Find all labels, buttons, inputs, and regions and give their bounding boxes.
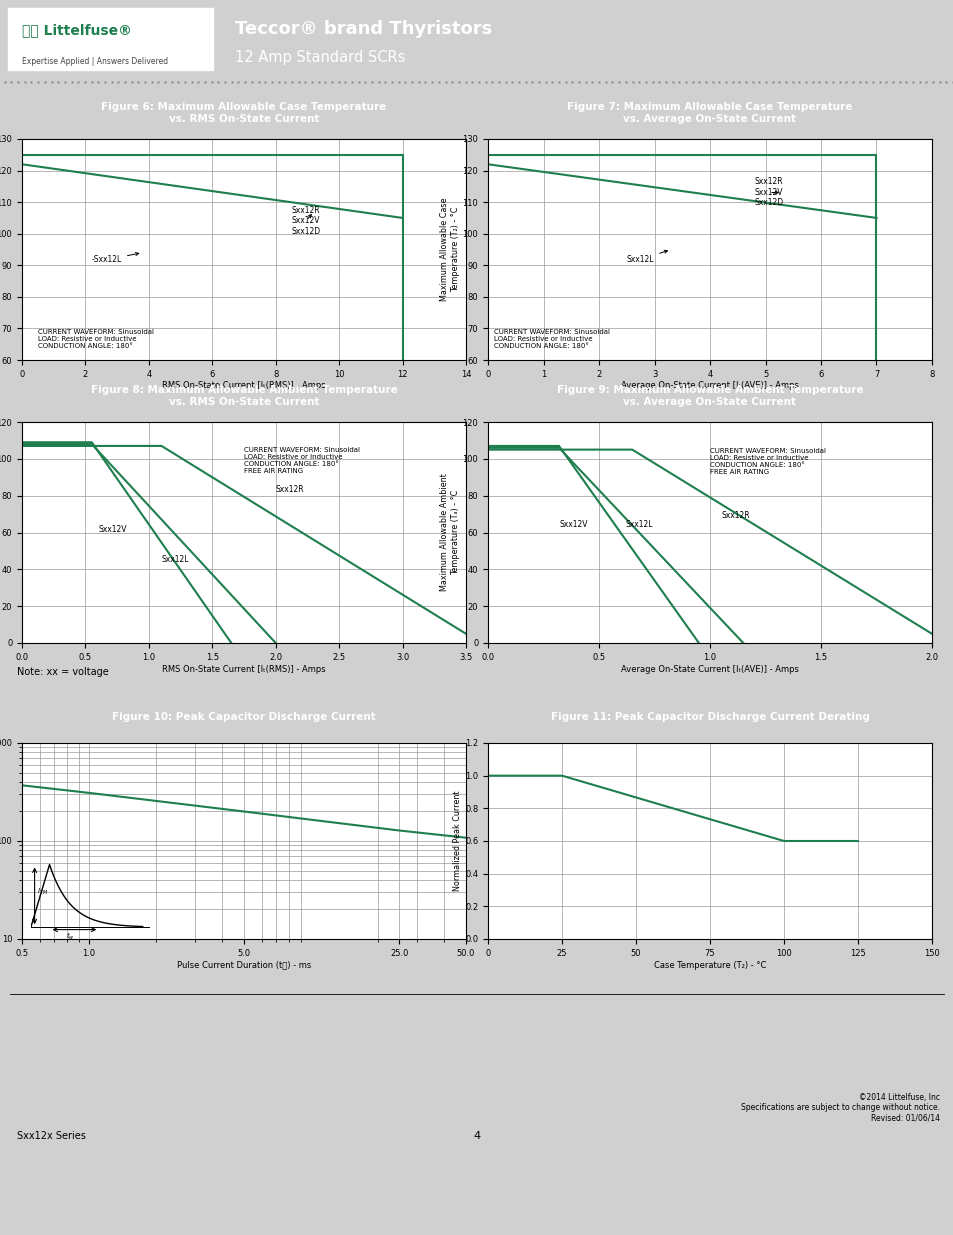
Text: ©2014 Littelfuse, Inc
Specifications are subject to change without notice.
Revis: ©2014 Littelfuse, Inc Specifications are… [740,1093,939,1123]
X-axis label: Pulse Current Duration (tⲟ) - ms: Pulse Current Duration (tⲟ) - ms [176,961,311,969]
Text: -Sxx12L: -Sxx12L [91,252,138,264]
Text: Expertise Applied | Answers Delivered: Expertise Applied | Answers Delivered [22,57,168,65]
Text: Sxx12L: Sxx12L [161,555,189,564]
Text: Sxx12L: Sxx12L [626,251,667,264]
Text: Figure 11: Peak Capacitor Discharge Current Derating: Figure 11: Peak Capacitor Discharge Curr… [550,713,868,722]
Text: Sxx12R: Sxx12R [275,485,304,494]
X-axis label: Average On-State Current [Iₜ(AVE)] - Amps: Average On-State Current [Iₜ(AVE)] - Amp… [620,382,798,390]
Text: Figure 9: Maximum Allowable Ambient Temperature
vs. Average On-State Current: Figure 9: Maximum Allowable Ambient Temp… [557,385,862,406]
Y-axis label: Maximum Allowable Ambient
Temperature (Tₐ) - °C: Maximum Allowable Ambient Temperature (T… [440,474,459,592]
Text: CURRENT WAVEFORM: Sinusoidal
LOAD: Resistive or Inductive
CONDUCTION ANGLE: 180°: CURRENT WAVEFORM: Sinusoidal LOAD: Resis… [709,448,825,475]
Text: Sxx12R
Sxx12V
Sxx12D: Sxx12R Sxx12V Sxx12D [292,206,320,236]
Text: Sxx12R: Sxx12R [720,511,749,520]
Text: Sxx12L: Sxx12L [625,520,653,529]
Text: Sxx12V: Sxx12V [98,526,127,535]
Text: Note: xx = voltage: Note: xx = voltage [17,667,109,677]
X-axis label: RMS On-State Current [Iₜ(RMS)] - Amps: RMS On-State Current [Iₜ(RMS)] - Amps [162,382,326,390]
Text: Sxx12x Series: Sxx12x Series [17,1131,86,1141]
Text: Sxx12V: Sxx12V [558,520,587,529]
Text: ⦿⦿ Littelfuse®: ⦿⦿ Littelfuse® [22,23,132,37]
Text: Figure 6: Maximum Allowable Case Temperature
vs. RMS On-State Current: Figure 6: Maximum Allowable Case Tempera… [101,103,386,124]
Text: CURRENT WAVEFORM: Sinusoidal
LOAD: Resistive or Inductive
CONDUCTION ANGLE: 180°: CURRENT WAVEFORM: Sinusoidal LOAD: Resis… [38,329,153,350]
Text: Figure 10: Peak Capacitor Discharge Current: Figure 10: Peak Capacitor Discharge Curr… [112,713,375,722]
Text: 4: 4 [473,1131,480,1141]
Text: CURRENT WAVEFORM: Sinusoidal
LOAD: Resistive or Inductive
CONDUCTION ANGLE: 180°: CURRENT WAVEFORM: Sinusoidal LOAD: Resis… [493,329,609,350]
X-axis label: RMS On-State Current [Iₜ(RMS)] - Amps: RMS On-State Current [Iₜ(RMS)] - Amps [162,664,326,673]
FancyBboxPatch shape [8,7,213,70]
Text: Sxx12R
Sxx12V
Sxx12D: Sxx12R Sxx12V Sxx12D [754,178,782,207]
Y-axis label: Normalized Peak Current: Normalized Peak Current [453,790,462,892]
X-axis label: Case Temperature (T₂) - °C: Case Temperature (T₂) - °C [653,961,765,969]
X-axis label: Average On-State Current [Iₜ(AVE)] - Amps: Average On-State Current [Iₜ(AVE)] - Amp… [620,664,798,673]
Text: Figure 8: Maximum Allowable Ambient Temperature
vs. RMS On-State Current: Figure 8: Maximum Allowable Ambient Temp… [91,385,397,406]
Y-axis label: Maximum Allowable Case
Temperature (T₂) - °C: Maximum Allowable Case Temperature (T₂) … [439,198,459,301]
Text: CURRENT WAVEFORM: Sinusoidal
LOAD: Resistive or Inductive
CONDUCTION ANGLE: 180°: CURRENT WAVEFORM: Sinusoidal LOAD: Resis… [244,447,359,473]
Text: 12 Amp Standard SCRs: 12 Amp Standard SCRs [234,49,405,65]
Text: Figure 7: Maximum Allowable Case Temperature
vs. Average On-State Current: Figure 7: Maximum Allowable Case Tempera… [567,103,852,124]
Text: Teccor® brand Thyristors: Teccor® brand Thyristors [234,20,492,38]
